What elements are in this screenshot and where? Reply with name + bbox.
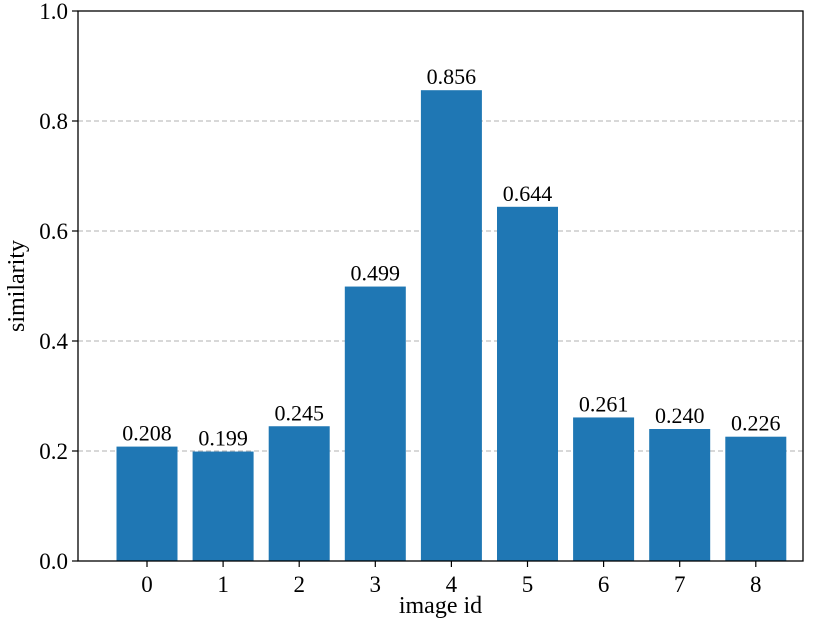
bar-value-label: 0.240 — [655, 403, 705, 428]
bar-2 — [268, 426, 330, 561]
plot-frame — [77, 10, 804, 562]
x-tick-label: 3 — [370, 572, 382, 597]
bar-5 — [497, 206, 558, 562]
y-axis-label: similarity — [4, 240, 30, 332]
bar-1 — [192, 451, 254, 561]
y-tick-label: 0.4 — [39, 329, 68, 354]
x-tick-label: 7 — [674, 572, 686, 597]
bar-7 — [649, 429, 711, 561]
x-tick-label: 1 — [217, 572, 229, 597]
x-tick-label: 4 — [446, 572, 458, 597]
y-tick-layer: 0.0 0.2 0.4 0.6 0.8 1.0 — [39, 0, 78, 574]
y-tick-label: 0.2 — [39, 439, 68, 464]
bar-0 — [116, 446, 178, 561]
bar-value-label: 0.261 — [579, 391, 629, 416]
y-tick-label: 1.0 — [39, 0, 68, 24]
y-tick-label: 0.0 — [39, 549, 68, 574]
bar-4 — [420, 90, 482, 561]
bar-value-label: 0.208 — [122, 421, 172, 446]
bar-6 — [573, 417, 635, 561]
value-label-layer: 0.208 0.199 0.245 0.499 0.856 0.644 0.261 0.240… — [122, 64, 780, 450]
bar-layer — [116, 90, 787, 562]
y-tick-label: 0.8 — [39, 109, 68, 134]
bar-value-label: 0.199 — [198, 426, 248, 451]
x-tick-label: 8 — [750, 572, 762, 597]
bar-value-label: 0.245 — [274, 400, 324, 425]
bar-value-label: 0.226 — [731, 411, 781, 436]
y-tick-label: 0.6 — [39, 219, 68, 244]
bar-value-label: 0.499 — [351, 261, 401, 286]
x-tick-label: 6 — [598, 572, 610, 597]
x-tick-label: 5 — [522, 572, 534, 597]
bar-8 — [725, 436, 787, 561]
x-tick-label: 0 — [141, 572, 153, 597]
x-tick-label: 2 — [293, 572, 305, 597]
bar-3 — [344, 286, 406, 561]
bar-value-label: 0.644 — [503, 181, 553, 206]
bar-value-label: 0.856 — [427, 64, 477, 89]
x-tick-layer: 0 1 2 3 4 5 6 7 8 — [141, 561, 762, 597]
x-axis-label: image id — [399, 593, 482, 619]
